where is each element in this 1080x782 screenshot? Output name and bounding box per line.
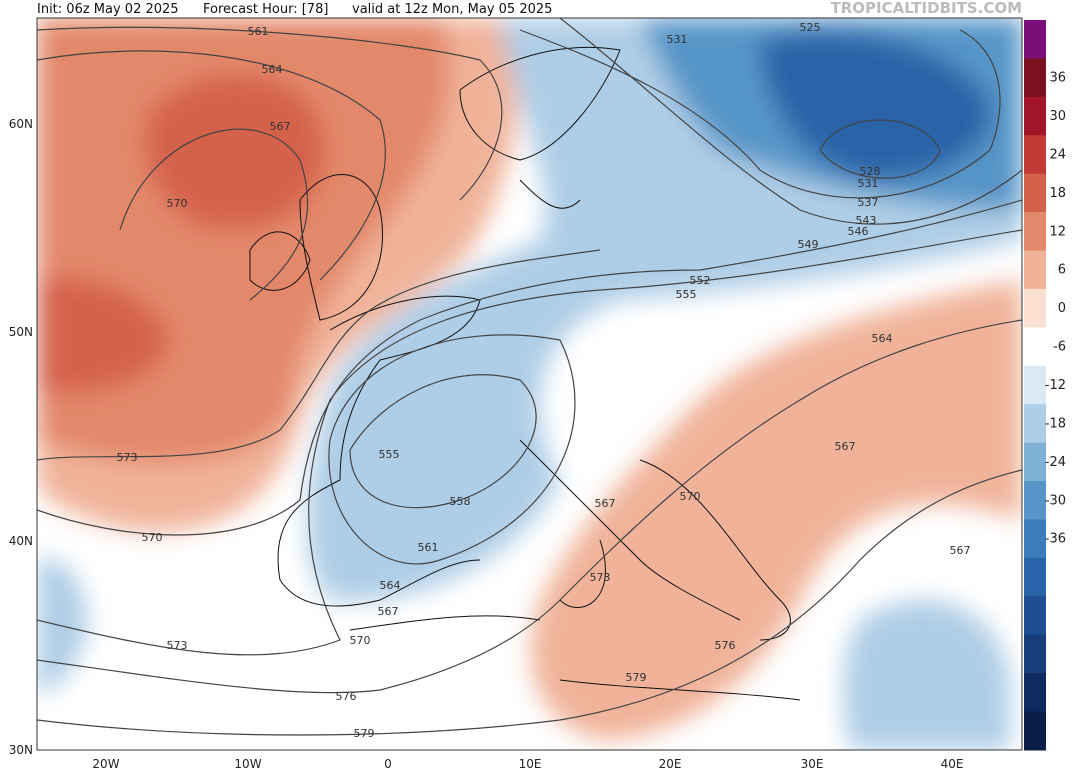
colorbar-bin xyxy=(1024,634,1046,674)
map-frame xyxy=(36,17,1023,751)
contour-label: 573 xyxy=(167,639,188,652)
lon-label: 10E xyxy=(519,757,542,771)
colorbar-label: 0 xyxy=(1058,301,1066,316)
colorbar-bin xyxy=(1024,20,1046,59)
contour-label: 558 xyxy=(450,495,471,508)
colorbar-bin xyxy=(1024,212,1046,252)
colorbar: 36 30 24 18 12 6 0 -6 -12 -18 -24 -30 -36 xyxy=(1024,20,1066,751)
contour-label: 537 xyxy=(858,196,879,209)
contour-label: 549 xyxy=(798,238,819,251)
lon-label: 10W xyxy=(234,757,261,771)
contour-label: 531 xyxy=(858,177,879,190)
contour-label: 561 xyxy=(418,541,439,554)
colorbar-bin xyxy=(1024,596,1046,636)
colorbar-bin xyxy=(1024,365,1046,405)
colorbar-bin xyxy=(1024,557,1046,597)
colorbar-label: 12 xyxy=(1049,224,1066,239)
colorbar-bin xyxy=(1024,135,1046,175)
watermark: TROPICALTIDBITS.COM xyxy=(831,0,1023,17)
contour-label: 528 xyxy=(860,165,881,178)
colorbar-bin xyxy=(1024,250,1046,290)
colorbar-label: 36 xyxy=(1049,71,1066,86)
contour-label: 555 xyxy=(379,448,400,461)
colorbar-bin xyxy=(1024,519,1046,559)
valid-time: valid at 12z Mon, May 05 2025 xyxy=(352,2,552,17)
contour-label: 570 xyxy=(142,531,163,544)
lat-label: 50N xyxy=(9,325,33,339)
contour-label: 573 xyxy=(590,571,611,584)
contour-label: 576 xyxy=(715,639,736,652)
lon-label: 20W xyxy=(92,757,119,771)
contour-label: 570 xyxy=(350,634,371,647)
colorbar-label: 24 xyxy=(1049,147,1066,162)
map-area xyxy=(37,18,1022,750)
contour-label: 570 xyxy=(680,490,701,503)
lon-label: 20E xyxy=(659,757,682,771)
contour-label: 570 xyxy=(167,197,188,210)
colorbar-label: -24 xyxy=(1045,455,1066,470)
contour-label: 564 xyxy=(262,63,283,76)
lon-label: 0 xyxy=(384,757,392,771)
contour-label: 579 xyxy=(626,671,647,684)
contour-label: 561 xyxy=(248,25,269,38)
colorbar-label: 30 xyxy=(1049,109,1066,124)
lat-label: 60N xyxy=(9,117,33,131)
contour-label: 531 xyxy=(667,33,688,46)
init-text: Init: 06z May 02 2025 xyxy=(37,2,179,17)
lat-label: 40N xyxy=(9,534,33,548)
colorbar-label: 18 xyxy=(1049,186,1066,201)
lon-label: 40E xyxy=(941,757,964,771)
colorbar-label: -36 xyxy=(1045,532,1066,547)
height-contours xyxy=(37,18,1022,736)
colorbar-bin xyxy=(1024,711,1046,751)
contour-label: 564 xyxy=(380,579,401,592)
colorbar-bin xyxy=(1024,404,1046,444)
colorbar-bin xyxy=(1024,58,1046,98)
contour-label: 567 xyxy=(595,497,616,510)
contour-label: 546 xyxy=(848,225,869,238)
colorbar-bin xyxy=(1024,327,1046,367)
colorbar-label: -6 xyxy=(1053,340,1066,355)
contour-label: 573 xyxy=(117,451,138,464)
forecast-hour: Forecast Hour: [78] xyxy=(203,2,328,17)
colorbar-label: -18 xyxy=(1045,416,1066,431)
contour-label: 567 xyxy=(950,544,971,557)
colorbar-bin xyxy=(1024,442,1046,482)
colorbar-bin xyxy=(1024,96,1046,136)
contour-label: 579 xyxy=(354,727,375,740)
colorbar-bin xyxy=(1024,173,1046,213)
contour-label: 567 xyxy=(378,605,399,618)
colorbar-bin xyxy=(1024,288,1046,328)
contour-label: 576 xyxy=(336,690,357,703)
contour-label: 555 xyxy=(676,288,697,301)
colorbar-label: -30 xyxy=(1045,493,1066,508)
contour-label: 525 xyxy=(800,21,821,34)
lat-label: 30N xyxy=(9,743,33,757)
contour-label: 543 xyxy=(856,214,877,227)
contour-label: 552 xyxy=(690,274,711,287)
contour-label: 567 xyxy=(835,440,856,453)
lon-label: 30E xyxy=(801,757,824,771)
colorbar-bin xyxy=(1024,481,1046,520)
contour-label: 564 xyxy=(872,332,893,345)
colorbar-label: 6 xyxy=(1058,263,1066,278)
colorbar-bin xyxy=(1024,673,1046,713)
contour-label: 567 xyxy=(270,120,291,133)
colorbar-label: -12 xyxy=(1045,378,1066,393)
